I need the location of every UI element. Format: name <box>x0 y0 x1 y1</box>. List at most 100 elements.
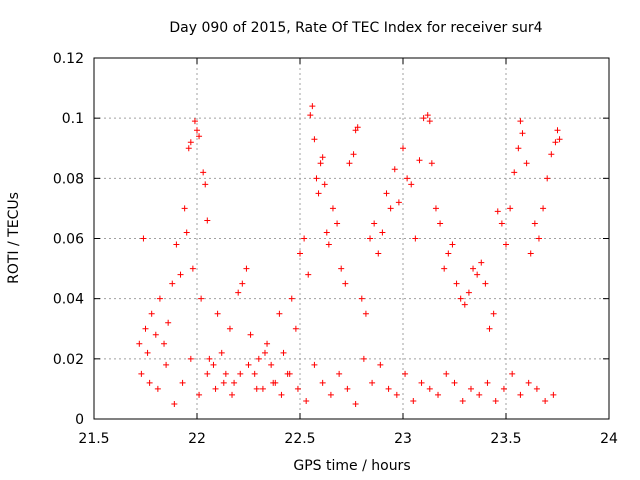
data-point <box>556 136 563 143</box>
data-point <box>371 220 378 227</box>
data-point <box>509 370 516 377</box>
data-point <box>408 181 415 188</box>
data-point <box>338 265 345 272</box>
data-point <box>243 265 250 272</box>
data-point <box>515 145 522 152</box>
data-point <box>507 205 514 212</box>
data-point <box>222 370 229 377</box>
data-point <box>552 139 559 146</box>
ticks-layer <box>93 57 610 420</box>
data-point <box>426 118 433 125</box>
data-point <box>156 295 163 302</box>
y-axis-label: ROTI / TECUs <box>6 192 22 284</box>
data-point <box>231 379 238 386</box>
data-point <box>500 385 507 392</box>
x-tick-labels: 21.5 22 22.5 23 23.5 24 <box>78 431 618 447</box>
data-point <box>352 127 359 134</box>
data-point <box>321 181 328 188</box>
data-point <box>309 103 316 110</box>
data-point <box>459 397 466 404</box>
data-point <box>470 265 477 272</box>
data-point <box>288 295 295 302</box>
data-point <box>196 391 203 398</box>
data-point <box>525 379 532 386</box>
x-tick-label: 23.5 <box>490 431 521 447</box>
data-point <box>350 151 357 158</box>
data-point <box>383 190 390 197</box>
data-point <box>511 169 518 176</box>
data-point <box>210 361 217 368</box>
data-point <box>554 127 561 134</box>
data-point <box>395 199 402 206</box>
y-tick-labels: 0 0.02 0.04 0.06 0.08 0.1 0.12 <box>53 51 84 428</box>
data-point <box>218 349 225 356</box>
data-point <box>494 208 501 215</box>
data-point <box>163 361 170 368</box>
data-point <box>292 325 299 332</box>
data-point <box>303 397 310 404</box>
data-point <box>369 379 376 386</box>
data-point <box>377 361 384 368</box>
data-point <box>461 301 468 308</box>
data-point <box>445 250 452 257</box>
data-point <box>323 229 330 236</box>
data-point <box>239 280 246 287</box>
data-point <box>194 127 200 134</box>
data-point <box>385 385 392 392</box>
data-point <box>400 145 406 152</box>
data-point <box>393 391 400 398</box>
data-point <box>517 391 524 398</box>
data-point <box>204 370 211 377</box>
data-point <box>136 340 143 347</box>
data-point <box>344 385 351 392</box>
data-point <box>478 259 485 266</box>
data-point <box>391 166 398 173</box>
data-point <box>476 391 483 398</box>
data-point <box>220 379 227 386</box>
data-point <box>329 205 336 212</box>
data-point <box>152 331 159 338</box>
y-tick-label: 0.1 <box>62 111 84 127</box>
data-point <box>360 355 367 362</box>
data-point <box>138 370 145 377</box>
data-point <box>191 118 198 125</box>
data-point <box>311 361 318 368</box>
data-point <box>301 235 308 242</box>
data-point <box>311 136 318 143</box>
data-point <box>144 349 151 356</box>
data-point <box>268 361 275 368</box>
data-point <box>527 250 534 257</box>
data-point <box>235 289 242 296</box>
data-point <box>177 271 184 278</box>
data-point <box>533 385 540 392</box>
data-point <box>451 379 458 386</box>
data-point <box>226 325 233 332</box>
data-point <box>161 340 168 347</box>
data-point <box>315 190 322 197</box>
data-point <box>245 361 252 368</box>
data-point <box>490 310 497 317</box>
data-point <box>484 379 491 386</box>
data-point <box>270 379 277 386</box>
data-point <box>280 349 287 356</box>
data-point <box>251 370 258 377</box>
data-point <box>297 250 303 257</box>
data-point <box>449 241 456 248</box>
data-point <box>286 370 293 377</box>
data-point <box>171 400 178 407</box>
data-point <box>336 370 343 377</box>
data-point <box>432 205 439 212</box>
data-point <box>418 379 425 386</box>
data-point <box>387 205 394 212</box>
data-point <box>420 115 427 122</box>
data-point <box>498 220 505 227</box>
data-point <box>550 391 557 398</box>
data-point <box>441 265 448 272</box>
data-point <box>183 229 190 236</box>
data-point <box>486 325 493 332</box>
data-point <box>237 370 244 377</box>
data-point <box>154 385 161 392</box>
data-point <box>140 235 147 242</box>
data-point <box>492 397 499 404</box>
